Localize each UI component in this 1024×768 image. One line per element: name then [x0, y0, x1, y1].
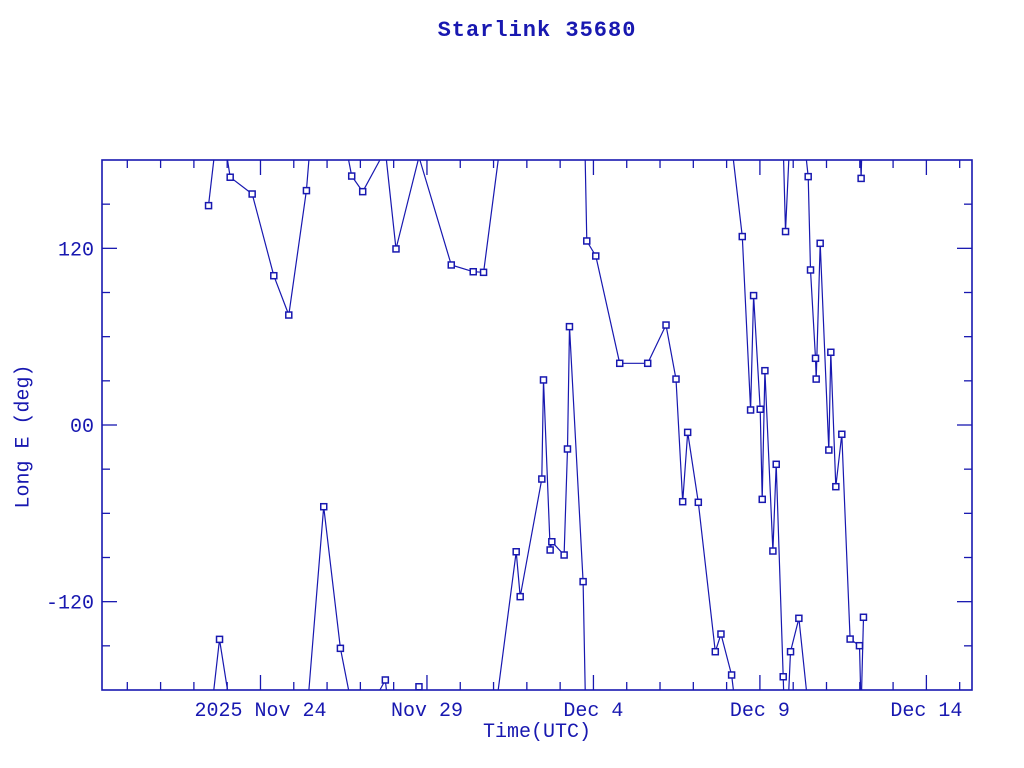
series-path — [497, 326, 586, 691]
series-path — [308, 506, 350, 691]
data-point-marker — [683, 428, 692, 437]
data-point-marker — [563, 445, 572, 453]
data-point-marker — [806, 266, 815, 274]
data-point-marker — [795, 614, 803, 623]
data-point-marker — [319, 502, 328, 511]
data-point-marker — [838, 430, 846, 439]
data-point-marker — [347, 172, 356, 180]
data-point-marker — [749, 291, 758, 300]
y-tick-label: 120 — [58, 239, 94, 262]
series-path — [788, 618, 807, 691]
data-point-marker — [857, 174, 865, 183]
data-point-marker — [516, 592, 524, 601]
data-point-marker — [381, 676, 390, 684]
data-point-marker — [592, 252, 600, 260]
x-axis-label: Time(UTC) — [482, 721, 592, 744]
data-point-marker — [758, 495, 766, 504]
series-path — [584, 159, 734, 691]
data-point-marker — [546, 546, 554, 554]
data-point-marker — [392, 245, 400, 253]
x-tick-label: Nov 29 — [391, 700, 463, 723]
data-point-marker — [717, 630, 725, 638]
series-path — [419, 159, 499, 273]
data-point-marker — [855, 641, 864, 650]
data-point-marker — [827, 348, 835, 357]
data-point-marker — [539, 376, 548, 384]
x-tick-label: Dec 4 — [563, 700, 623, 723]
data-point-marker — [248, 190, 256, 198]
data-point-marker — [825, 446, 833, 454]
data-point-marker — [781, 227, 790, 236]
series-path — [783, 159, 790, 232]
x-tick-label: Dec 14 — [890, 700, 962, 723]
y-axis-label: Long E (deg) — [12, 364, 36, 509]
data-point-marker — [769, 547, 777, 555]
data-point-marker — [615, 359, 624, 368]
data-point-marker — [816, 239, 824, 248]
data-point-marker — [772, 460, 780, 469]
series-path — [385, 159, 419, 250]
data-point-marker — [678, 497, 687, 506]
data-point-marker — [336, 644, 345, 653]
data-point-marker — [226, 173, 234, 181]
data-point-marker — [643, 359, 652, 368]
x-tick-label: 2025 Nov 24 — [194, 700, 326, 723]
y-tick-label: -120 — [46, 593, 94, 616]
data-point-marker — [579, 577, 587, 586]
series-path — [207, 159, 215, 206]
data-point-marker — [756, 405, 764, 413]
data-point-marker — [538, 475, 546, 483]
series-path — [805, 159, 862, 691]
plot-frame — [101, 159, 973, 691]
data-point-marker — [672, 375, 680, 383]
data-point-marker — [469, 267, 477, 276]
data-point-marker — [270, 271, 278, 280]
data-point-marker — [302, 186, 311, 195]
data-point-marker — [811, 354, 820, 363]
data-point-marker — [560, 551, 568, 559]
data-point-marker — [859, 613, 868, 622]
data-point-marker — [761, 366, 769, 375]
data-point-marker — [415, 683, 423, 691]
data-point-marker — [512, 548, 520, 556]
data-point-marker — [479, 268, 488, 277]
data-point-marker — [358, 187, 367, 196]
series-path — [226, 159, 310, 316]
data-point-marker — [812, 375, 820, 383]
x-tick-label: Dec 9 — [730, 700, 790, 723]
data-point-marker — [285, 311, 293, 319]
data-point-marker — [786, 647, 795, 656]
data-point-marker — [565, 322, 574, 331]
data-point-marker — [832, 482, 840, 491]
data-point-marker — [727, 671, 736, 679]
data-point-marker — [662, 321, 670, 329]
data-point-marker — [738, 232, 747, 241]
series-path — [213, 639, 229, 691]
data-point-marker — [204, 201, 213, 210]
data-point-marker — [694, 498, 703, 507]
data-point-marker — [804, 172, 812, 181]
data-point-marker — [447, 261, 456, 269]
chart-title: Starlink 35680 — [437, 18, 637, 43]
data-point-marker — [779, 673, 787, 681]
data-point-marker — [711, 647, 720, 656]
series-path — [861, 617, 865, 691]
data-point-marker — [846, 635, 854, 643]
y-tick-label: 00 — [70, 416, 94, 439]
series-path — [348, 159, 381, 193]
data-point-marker — [215, 635, 224, 644]
data-point-marker — [746, 406, 755, 414]
data-point-marker — [548, 537, 556, 546]
data-point-marker — [583, 237, 591, 245]
